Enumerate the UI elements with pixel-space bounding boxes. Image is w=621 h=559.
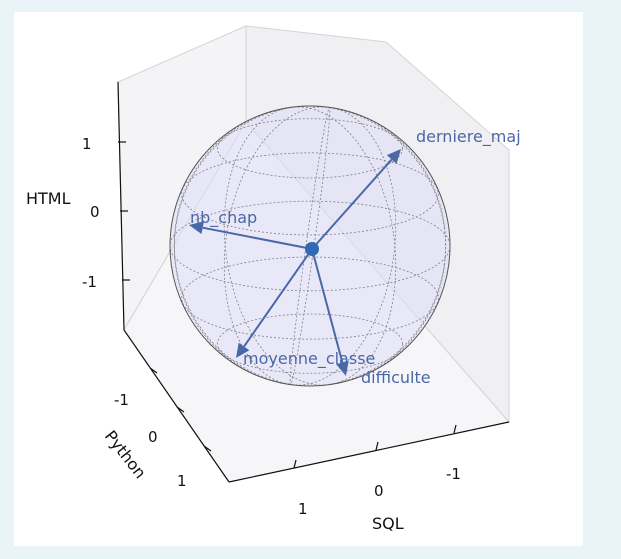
vector-nb-chap [202, 226, 313, 250]
vector-label-derniere-maj: derniere_maj [416, 127, 521, 147]
latitude-line [181, 152, 439, 236]
z-tick-label-mid: 0 [90, 203, 100, 221]
vector-label-difficulte: difficulte [361, 368, 431, 387]
z-axis-line [117, 81, 125, 331]
latitude-line [169, 200, 451, 292]
arrowhead-difficulte [336, 360, 349, 376]
y-tick-label-zero: 0 [148, 428, 158, 446]
latitude-line [216, 118, 404, 179]
x-tick-label-neg: -1 [446, 465, 461, 483]
y-axis-label: Python [101, 427, 150, 482]
origin-point [305, 242, 319, 256]
vector-derniere-maj [311, 158, 393, 250]
vector-difficulte [311, 248, 344, 363]
x-tick-label-zero: 0 [374, 482, 384, 500]
vector-label-nb-chap: nb_chap [190, 208, 257, 228]
longitude-line [173, 105, 447, 387]
y-axis-line [123, 329, 230, 483]
vector-label-moyenne-classe: moyenne_classe [243, 349, 375, 369]
z-tick-label-top: 1 [82, 135, 92, 153]
z-ticks [118, 141, 130, 281]
latitude-line [216, 313, 404, 374]
x-axis-line [228, 421, 510, 483]
vector-moyenne-classe [243, 248, 313, 348]
y-tick-label-pos: 1 [177, 472, 187, 490]
x-axis-label: SQL [372, 514, 404, 533]
y-tick-label-neg: -1 [114, 391, 129, 409]
chart-card: 1 0 -1 HTML -1 0 1 Python -1 0 1 SQL der… [14, 12, 583, 546]
x-ticks [293, 424, 457, 469]
sphere-plot: 1 0 -1 HTML -1 0 1 Python -1 0 1 SQL der… [26, 25, 521, 533]
x-tick-label-pos: 1 [298, 500, 308, 518]
z-tick-label-bottom: -1 [82, 273, 97, 291]
z-axis-label: HTML [26, 189, 71, 208]
vector-layer: derniere_maj nb_chap moyenne_classedifficu… [189, 127, 521, 387]
arrowhead-derniere-maj [386, 149, 401, 164]
arrowhead-nb-chap [189, 221, 204, 235]
y-ticks [149, 367, 212, 452]
latitude-line [181, 256, 439, 340]
arrowhead-moyenne-classe [236, 342, 250, 358]
